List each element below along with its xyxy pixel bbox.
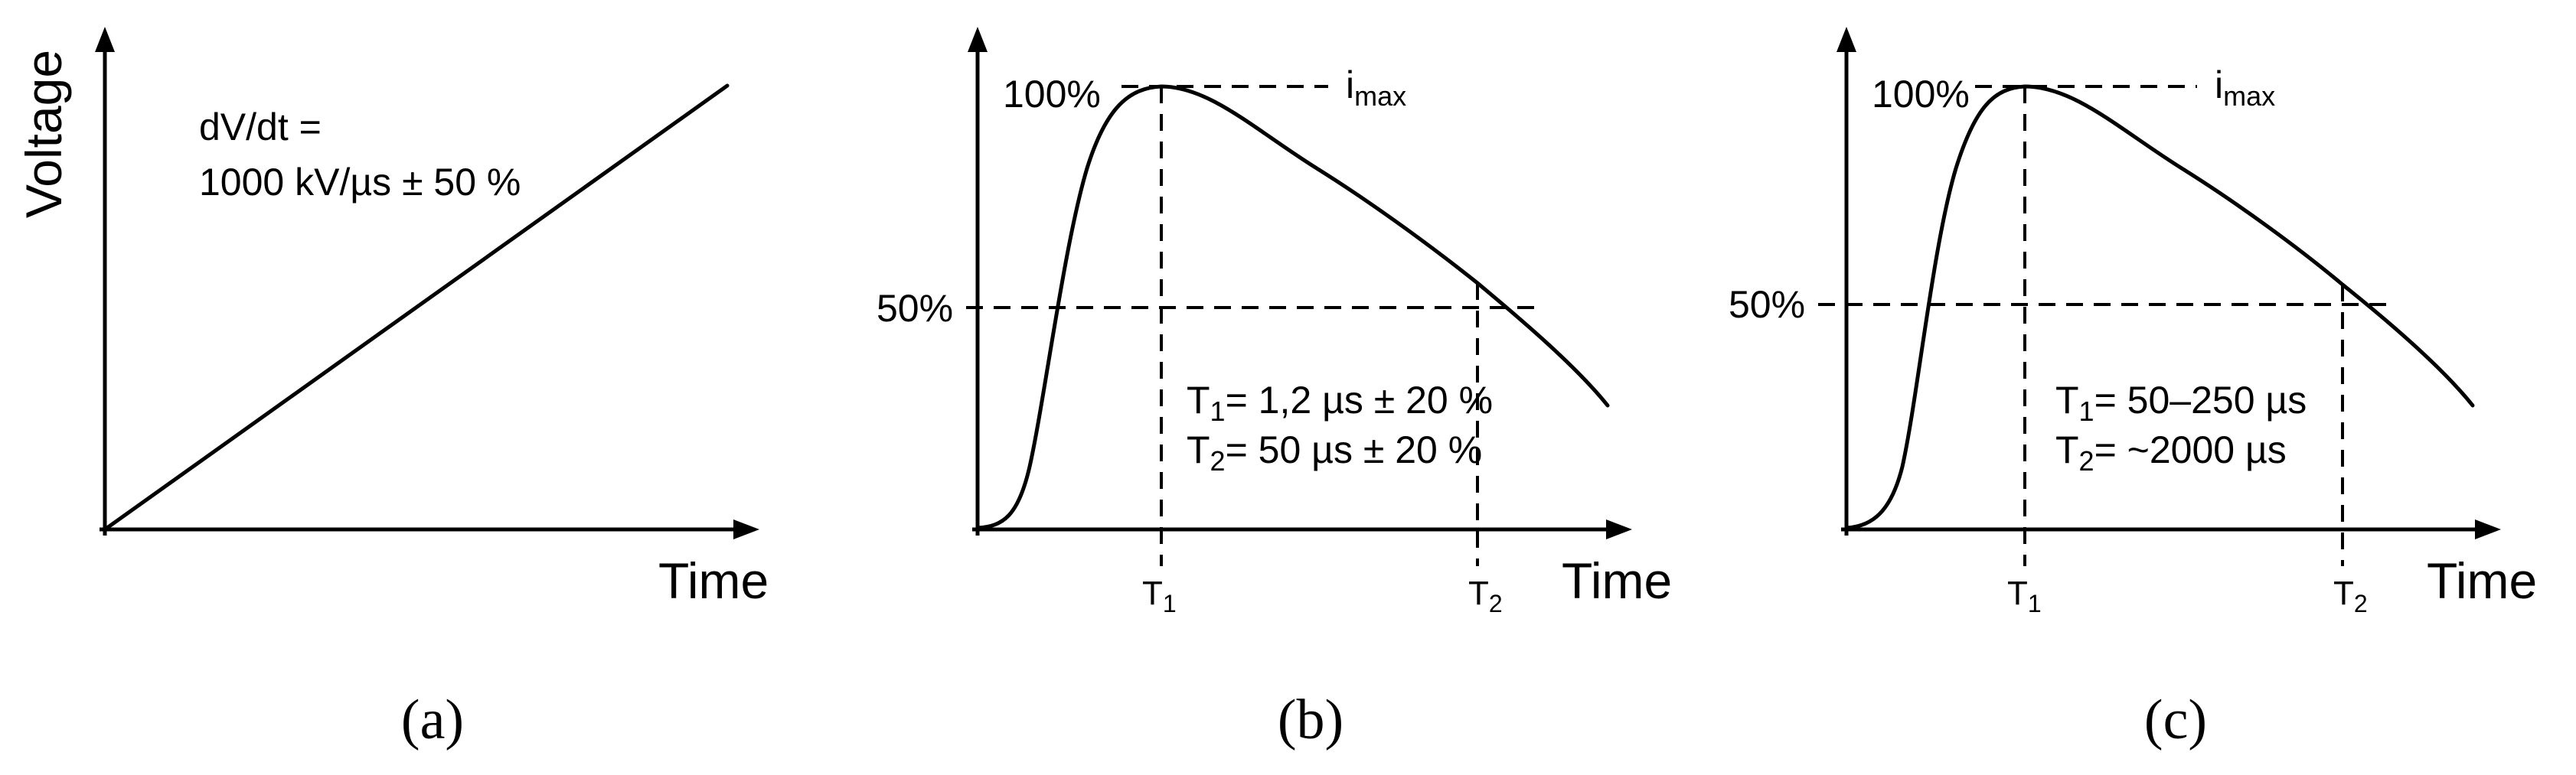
- panel-b-y-arrow: [968, 27, 988, 52]
- panel-c-ann2-rest: = ~2000 µs: [2094, 428, 2287, 471]
- panel-b-ann1-rest: = 1,2 µs ± 20 %: [1226, 379, 1494, 422]
- panel-a: Voltage Time dV/dt = 1000 kV/µs ± 50 % (…: [15, 27, 769, 751]
- panel-a-annotation-line-2: 1000 kV/µs ± 50 %: [199, 161, 521, 204]
- panel-c-t1-tick-main: T: [2007, 575, 2028, 612]
- panel-c-annotation-line-2: T2= ~2000 µs: [2055, 428, 2287, 477]
- panel-b-peak-sub: max: [1354, 80, 1406, 112]
- panel-b-annotation-line-1: T1= 1,2 µs ± 20 %: [1187, 379, 1493, 427]
- panel-a-y-arrow: [95, 27, 115, 52]
- panel-b-t1-tick-label: T1: [1142, 575, 1177, 617]
- panel-b-ann2-main: T: [1187, 428, 1210, 471]
- panel-b: Time 100% 50% imax T1 T2 T1= 1,2 µs ± 20…: [877, 27, 1672, 751]
- panel-c-x-label: Time: [2427, 552, 2537, 609]
- panel-b-t1-tick-sub: 1: [1163, 590, 1177, 617]
- panel-a-annotation-line-1: dV/dt =: [199, 106, 322, 148]
- panel-c-annotation-line-1: T1= 50–250 µs: [2055, 379, 2307, 427]
- panel-b-ann2-sub: 2: [1210, 445, 1226, 477]
- panel-c-t1-tick-label: T1: [2007, 575, 2042, 617]
- panel-b-ann1-main: T: [1187, 379, 1210, 422]
- panel-c-peak-sub: max: [2223, 80, 2275, 112]
- panel-c-ann1-sub: 1: [2079, 396, 2094, 427]
- panel-c-ann2-main: T: [2055, 428, 2079, 471]
- panel-b-annotation-line-2: T2= 50 µs ± 20 %: [1187, 428, 1482, 477]
- panel-b-t2-tick-sub: 2: [1489, 590, 1503, 617]
- panel-b-peak-level-label: 100%: [1003, 73, 1101, 116]
- panel-c-peak-name-label: imax: [2215, 63, 2275, 112]
- panel-b-peak-name: i: [1346, 63, 1354, 106]
- panel-b-x-label: Time: [1562, 552, 1672, 609]
- panel-c-impulse-curve: [1844, 84, 2475, 530]
- panel-c-caption: (c): [2144, 689, 2207, 751]
- panel-c-t2-tick-main: T: [2333, 575, 2354, 612]
- panel-b-impulse-curve: [975, 84, 1610, 530]
- panel-b-t2-tick-main: T: [1468, 575, 1489, 612]
- panel-c-y-arrow: [1837, 27, 1856, 52]
- panel-c-ann1-rest: = 50–250 µs: [2094, 379, 2307, 422]
- panel-a-x-arrow: [733, 519, 759, 539]
- panel-b-t2-tick-label: T2: [1468, 575, 1503, 617]
- panel-b-x-arrow: [1606, 519, 1632, 539]
- panel-c-x-arrow: [2475, 519, 2501, 539]
- panel-b-peak-name-label: imax: [1346, 63, 1406, 112]
- panel-a-caption: (a): [401, 689, 464, 751]
- panel-c-t2-tick-label: T2: [2333, 575, 2368, 617]
- panel-a-x-label: Time: [658, 552, 769, 609]
- panel-c-ann1-main: T: [2055, 379, 2079, 422]
- panel-c-peak-name: i: [2215, 63, 2223, 106]
- panel-b-t1-tick-main: T: [1142, 575, 1163, 612]
- panel-a-ramp-line: [103, 83, 730, 532]
- panel-c-t2-tick-sub: 2: [2354, 590, 2368, 617]
- panel-c-half-level-label: 50%: [1729, 283, 1805, 326]
- panel-c-peak-level-label: 100%: [1872, 73, 1970, 116]
- panel-a-y-label: Voltage: [15, 50, 72, 218]
- panel-b-half-level-label: 50%: [877, 287, 953, 330]
- panel-c-t1-tick-sub: 1: [2028, 590, 2042, 617]
- panel-c-ann2-sub: 2: [2079, 445, 2094, 477]
- panel-b-caption: (b): [1278, 689, 1344, 751]
- panel-b-ann1-sub: 1: [1210, 396, 1226, 427]
- panel-c: Time 100% 50% imax T1 T2 T1= 50–250 µs T…: [1729, 27, 2537, 751]
- panel-b-ann2-rest: = 50 µs ± 20 %: [1226, 428, 1483, 471]
